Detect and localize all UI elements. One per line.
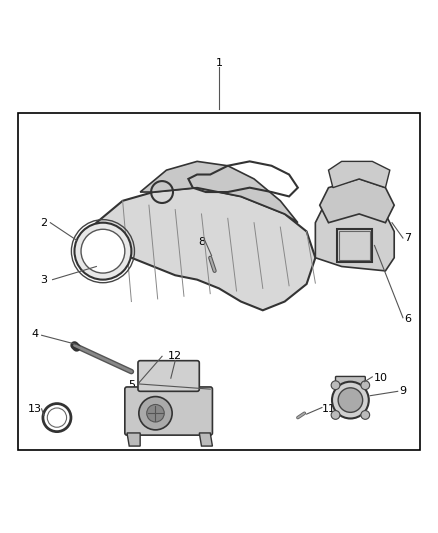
- FancyBboxPatch shape: [138, 361, 199, 391]
- Circle shape: [361, 381, 370, 390]
- Text: 3: 3: [40, 274, 47, 285]
- Text: 9: 9: [399, 386, 406, 397]
- Text: 12: 12: [168, 351, 182, 361]
- Circle shape: [74, 223, 131, 280]
- Text: 4: 4: [32, 329, 39, 340]
- Circle shape: [81, 229, 125, 273]
- Text: 11: 11: [321, 404, 336, 414]
- Text: 5: 5: [128, 379, 135, 390]
- Circle shape: [332, 382, 369, 418]
- FancyBboxPatch shape: [125, 387, 212, 435]
- Polygon shape: [315, 197, 394, 271]
- Text: 13: 13: [28, 404, 42, 414]
- Text: 10: 10: [374, 373, 388, 383]
- Circle shape: [139, 397, 172, 430]
- Polygon shape: [140, 161, 298, 223]
- FancyBboxPatch shape: [336, 376, 365, 389]
- Text: 1: 1: [215, 58, 223, 68]
- Circle shape: [361, 410, 370, 419]
- Text: 8: 8: [198, 237, 205, 247]
- Circle shape: [331, 410, 340, 419]
- Text: 6: 6: [404, 314, 411, 324]
- Polygon shape: [320, 179, 394, 223]
- Text: 2: 2: [40, 217, 47, 228]
- Text: 7: 7: [404, 233, 411, 243]
- Bar: [18, 113, 420, 450]
- Circle shape: [47, 408, 67, 427]
- Polygon shape: [199, 433, 212, 446]
- Circle shape: [147, 405, 164, 422]
- Circle shape: [338, 388, 363, 413]
- Circle shape: [331, 381, 340, 390]
- Polygon shape: [96, 188, 315, 310]
- Polygon shape: [127, 433, 140, 446]
- Polygon shape: [328, 161, 390, 188]
